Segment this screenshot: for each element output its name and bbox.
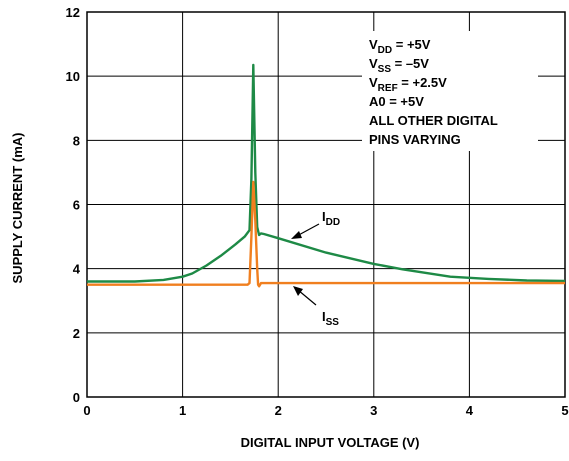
y-tick-label: 4 xyxy=(73,262,81,277)
iss-callout-leader xyxy=(297,289,317,306)
annotation-line-pins-varying: PINS VARYING xyxy=(369,132,461,147)
x-tick-label: 1 xyxy=(179,403,186,418)
x-tick-label: 4 xyxy=(466,403,474,418)
y-tick-label: 6 xyxy=(73,198,80,213)
series-layer xyxy=(87,63,566,288)
x-tick-label: 0 xyxy=(83,403,90,418)
conditions-annotation: VDD = +5V VSS = –5V VREF = +2.5V A0 = +5… xyxy=(362,31,538,151)
iss-callout-arrowhead xyxy=(293,286,303,296)
idd-series-label: IDD xyxy=(322,209,340,228)
x-tick-label: 2 xyxy=(275,403,282,418)
y-tick-label: 0 xyxy=(73,390,80,405)
annotation-line-vref: VREF = +2.5V xyxy=(369,75,447,94)
y-tick-label: 2 xyxy=(73,326,80,341)
x-tick-label: 3 xyxy=(370,403,377,418)
series-line-iss xyxy=(87,180,565,288)
annotation-line-a0: A0 = +5V xyxy=(369,94,424,109)
annotation-background xyxy=(362,31,538,151)
annotation-line-all-other: ALL OTHER DIGITAL xyxy=(369,113,498,128)
annotation-line-vdd: VDD = +5V xyxy=(369,37,431,56)
idd-callout-arrowhead xyxy=(291,231,302,239)
y-tick-label: 8 xyxy=(73,133,80,148)
plot-frame xyxy=(86,11,566,398)
y-tick-label: 10 xyxy=(66,69,80,84)
x-axis-title: DIGITAL INPUT VOLTAGE (V) xyxy=(241,435,420,450)
x-tick-label: 5 xyxy=(561,403,568,418)
y-axis-title: SUPPLY CURRENT (mA) xyxy=(10,133,25,284)
iss-series-label: ISS xyxy=(322,309,339,328)
series-line-idd xyxy=(87,63,566,283)
annotation-line-vss: VSS = –5V xyxy=(369,56,429,75)
y-tick-label: 12 xyxy=(66,5,80,20)
